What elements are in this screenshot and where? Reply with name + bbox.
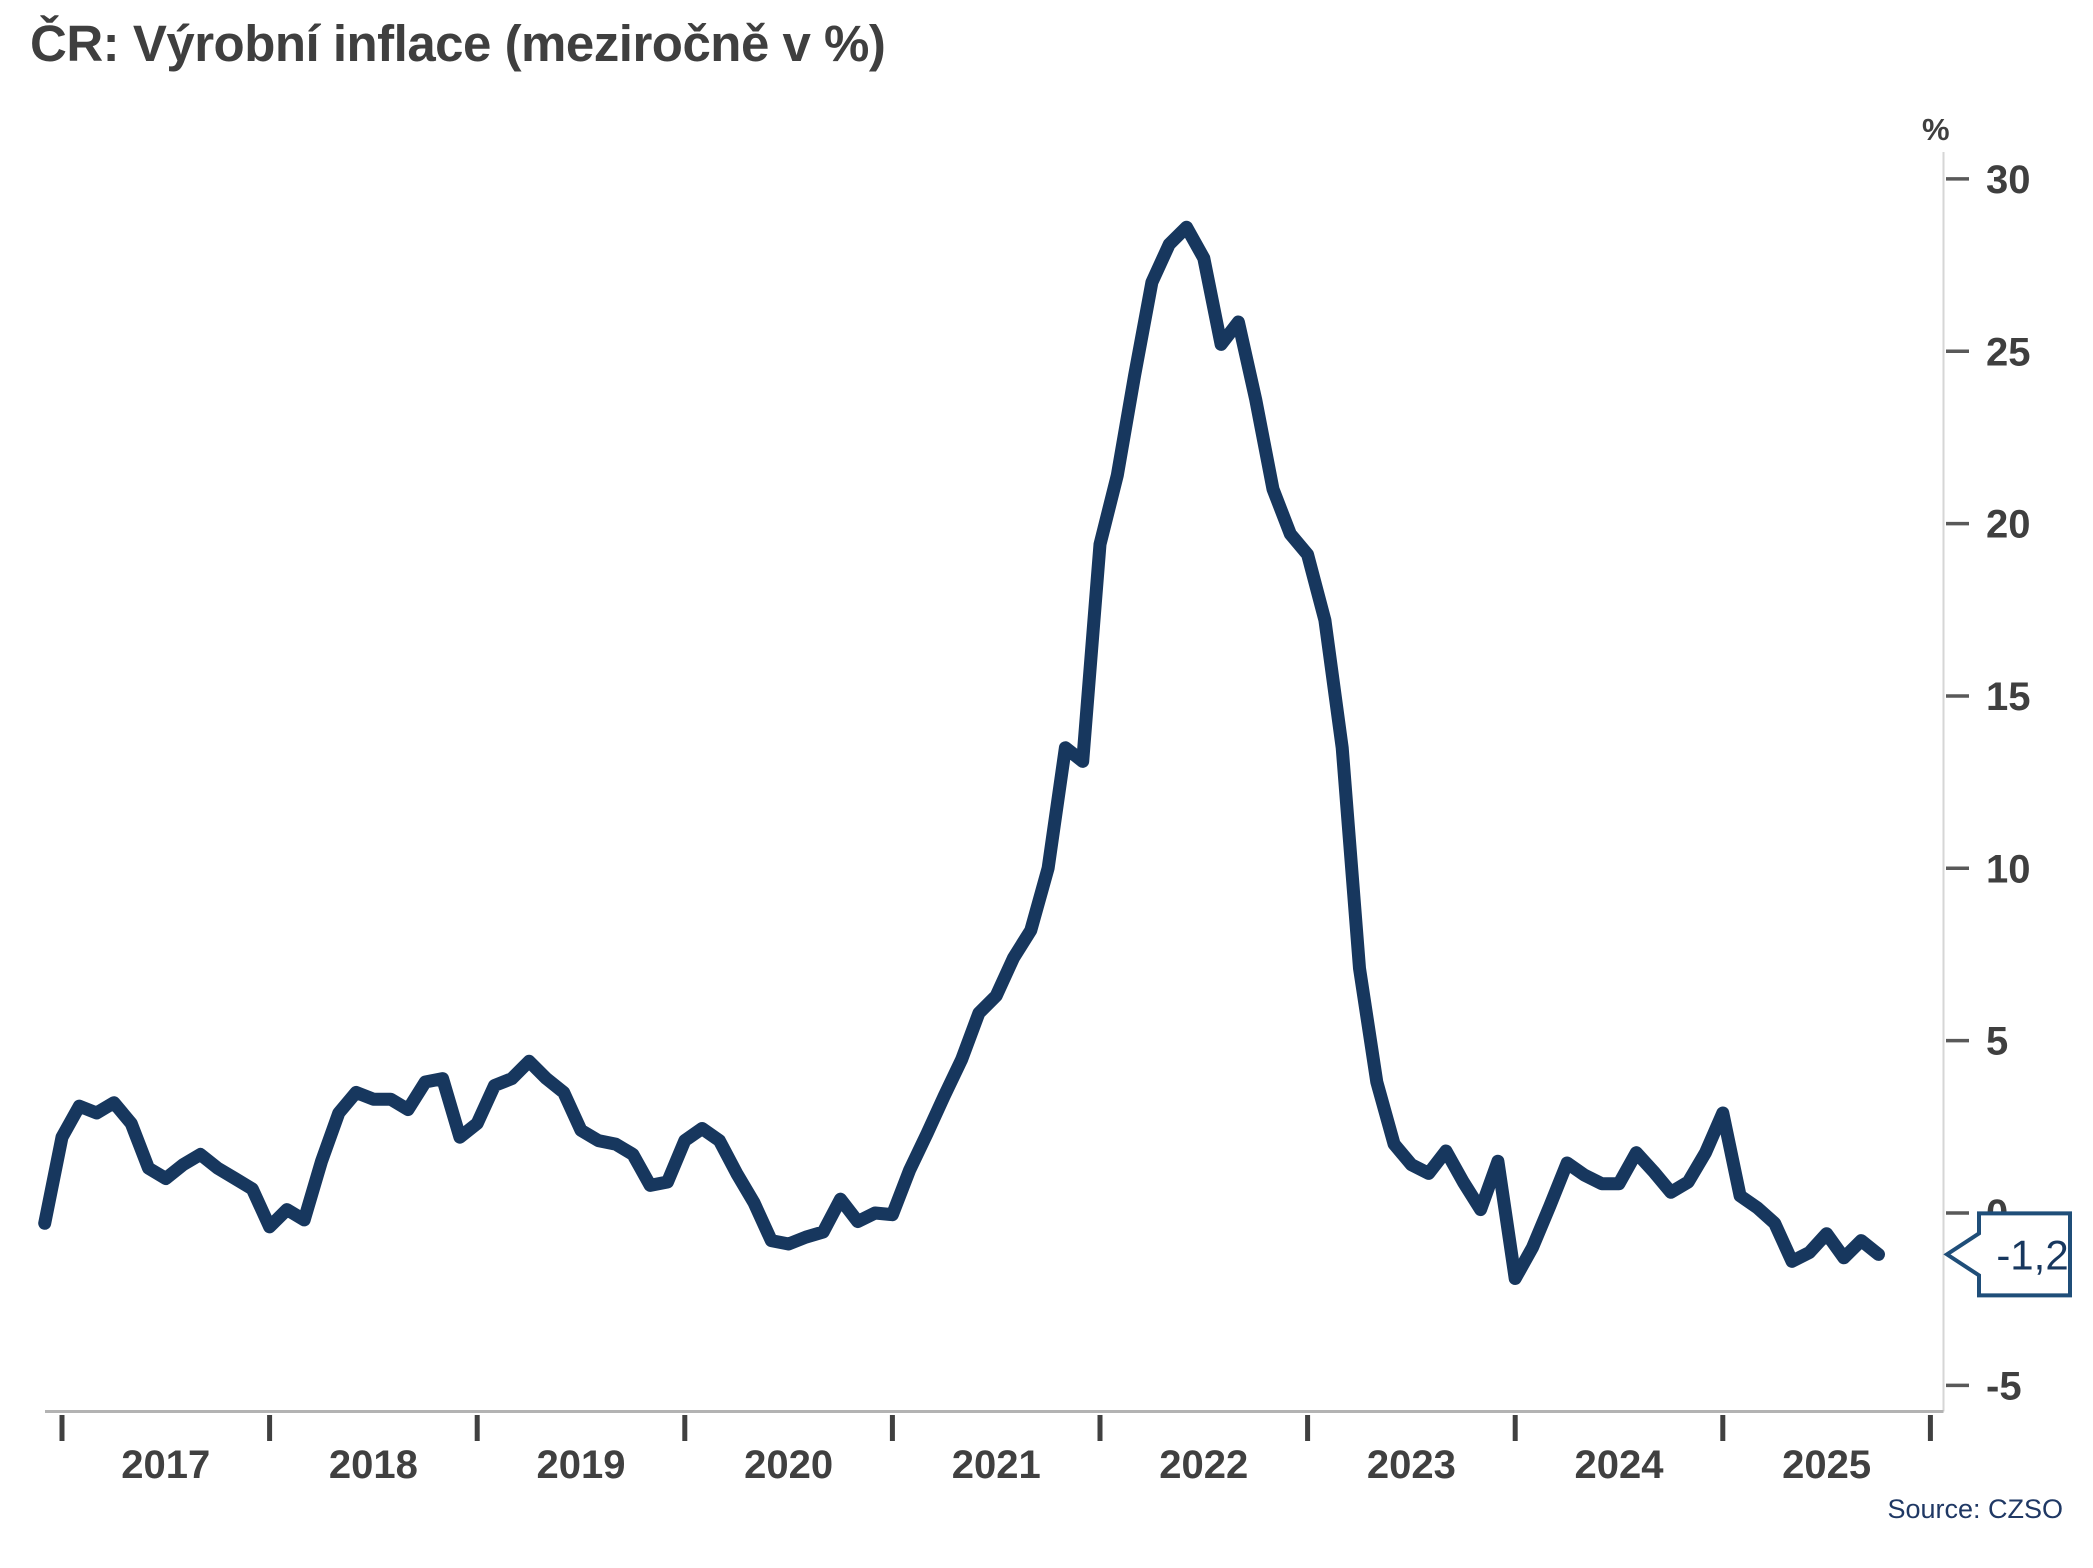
x-tick-label: 2017 bbox=[121, 1443, 210, 1487]
last-value-label: -1,2 bbox=[1996, 1231, 2068, 1278]
y-tick-label: 20 bbox=[1986, 503, 2031, 547]
x-tick-label: 2020 bbox=[744, 1443, 833, 1487]
y-tick-label: 5 bbox=[1986, 1020, 2008, 1064]
x-tick-label: 2022 bbox=[1159, 1443, 1248, 1487]
last-value-callout bbox=[1943, 1211, 2072, 1298]
y-tick-label: 10 bbox=[1986, 847, 2031, 891]
x-tick-label: 2021 bbox=[952, 1443, 1041, 1487]
source-note: Source: CZSO bbox=[1887, 1494, 2063, 1524]
page-title: ČR: Výrobní inflace (meziročně v %) bbox=[30, 15, 886, 72]
y-tick-label: 15 bbox=[1986, 675, 2031, 719]
y-tick-label: -5 bbox=[1986, 1364, 2022, 1408]
x-tick-label: 2023 bbox=[1367, 1443, 1456, 1487]
data-series-line bbox=[38, 220, 1885, 1285]
y-tick-label: 25 bbox=[1986, 330, 2031, 374]
y-tick-label: 30 bbox=[1986, 158, 2031, 202]
x-tick-label: 2019 bbox=[537, 1443, 626, 1487]
x-tick-label: 2018 bbox=[329, 1443, 418, 1487]
x-tick-label: 2025 bbox=[1782, 1443, 1871, 1487]
y-axis-unit-label: % bbox=[1922, 112, 1950, 147]
x-tick-label: 2024 bbox=[1575, 1443, 1665, 1487]
